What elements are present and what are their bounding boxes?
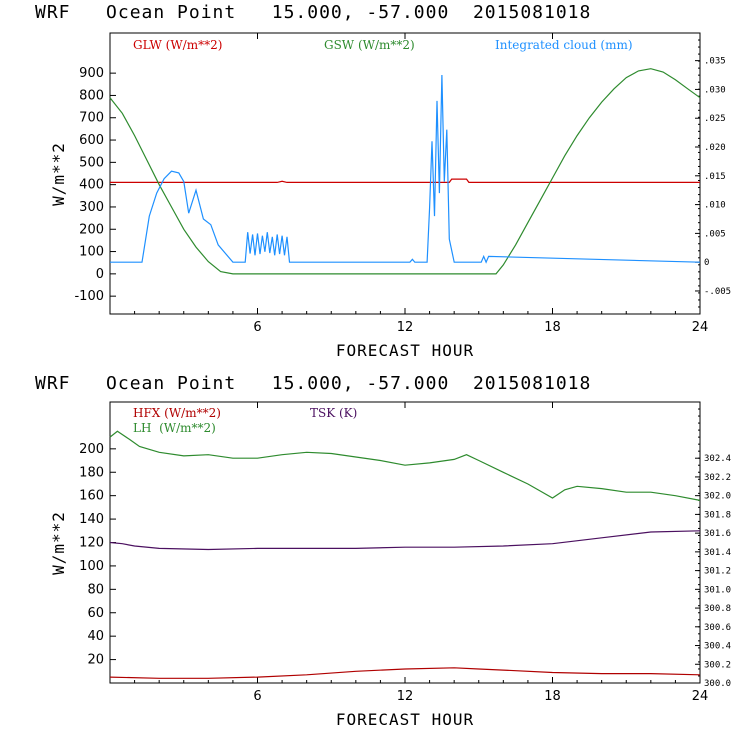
chart2-title: WRF Ocean Point 15.000, -57.000 20150810… [35,373,591,394]
y2-tick-label: .030 [704,85,726,95]
x-tick-label: 18 [544,689,561,704]
y2-tick-label: .010 [704,201,726,211]
chart2-xlabel: FORECAST HOUR [336,710,474,729]
y-tick-label: -100 [74,289,104,304]
y-tick-label: 160 [79,489,104,504]
y2-tick-label: 300.4 [704,642,731,652]
chart2-legend-lh: LH (W/m**2) [133,421,216,435]
y2-tick-label: .035 [704,57,726,67]
y2-tick-label: 301.6 [704,529,731,539]
y-tick-label: 200 [79,442,104,457]
x-tick-label: 24 [692,689,709,704]
y2-tick-label: .025 [704,114,726,124]
x-tick-label: 24 [692,320,709,335]
x-tick-label: 6 [253,320,261,335]
chart1-legend-cloud: Integrated cloud (mm) [495,38,633,52]
x-tick-label: 18 [544,320,561,335]
chart1-legend-gsw: GSW (W/m**2) [324,38,415,52]
y-tick-label: 600 [79,133,104,148]
chart2-legend-tsk: TSK (K) [310,406,357,420]
x-tick-label: 12 [397,689,414,704]
y-tick-label: 60 [87,606,104,621]
series-line-glw [110,178,700,183]
series-line-tsk [109,530,701,551]
series-line-gsw [109,68,701,275]
y-tick-label: 80 [87,582,104,597]
y2-tick-label: 302.4 [704,454,731,464]
chart1-title: WRF Ocean Point 15.000, -57.000 20150810… [35,2,591,23]
y2-tick-label: 0 [704,258,709,268]
y2-tick-label: .020 [704,143,726,153]
chart1-ylabel: W/m**2 [49,142,68,206]
y-tick-label: 140 [79,512,104,527]
y-tick-label: 500 [79,155,104,170]
chart1-legend-glw: GLW (W/m**2) [133,38,222,52]
chart2-legend-hfx: HFX (W/m**2) [133,406,221,420]
x-tick-label: 6 [253,689,261,704]
y-tick-label: 300 [79,200,104,215]
y-tick-label: 40 [87,629,104,644]
x-tick-label: 12 [397,320,414,335]
y-tick-label: 400 [79,178,104,193]
chart2-frame [109,401,701,684]
y2-tick-label: 301.8 [704,510,731,520]
y-tick-label: 120 [79,536,104,551]
y2-tick-label: 300.2 [704,660,731,670]
y-tick-label: 100 [79,245,104,260]
y-tick-label: 100 [79,559,104,574]
y2-tick-label: 302.0 [704,492,731,502]
y2-tick-label: .015 [704,172,726,182]
chart1-xlabel: FORECAST HOUR [336,341,474,360]
y2-tick-label: 301.0 [704,585,731,595]
y2-tick-label: -.005 [704,287,731,297]
y-tick-label: 200 [79,222,104,237]
y-tick-label: 800 [79,88,104,103]
y-tick-label: 180 [79,465,104,480]
y-tick-label: 20 [87,653,104,668]
y-tick-label: 700 [79,111,104,126]
y2-tick-label: 300.8 [704,604,731,614]
y-tick-label: 0 [96,267,104,282]
chart1-frame [109,32,701,315]
y2-tick-label: 300.0 [704,679,731,689]
y2-tick-label: .005 [704,229,726,239]
y-tick-label: 900 [79,66,104,81]
y2-tick-label: 300.6 [704,623,731,633]
y2-tick-label: 301.2 [704,567,731,577]
series-line-hfx [109,667,701,679]
series-line-lh [109,430,701,501]
chart2-ylabel: W/m**2 [49,511,68,575]
y2-tick-label: 302.2 [704,473,731,483]
series-line-integrated [110,74,701,264]
y2-tick-label: 301.4 [704,548,731,558]
